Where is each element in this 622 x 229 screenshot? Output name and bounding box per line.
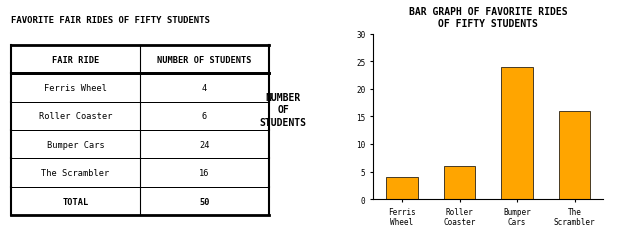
Text: BAR GRAPH OF FAVORITE RIDES
OF FIFTY STUDENTS: BAR GRAPH OF FAVORITE RIDES OF FIFTY STU… <box>409 7 568 29</box>
Bar <box>386 177 418 199</box>
Text: Bumper Cars: Bumper Cars <box>47 140 104 149</box>
Bar <box>559 111 590 199</box>
Text: The Scrambler: The Scrambler <box>42 168 109 177</box>
Text: 50: 50 <box>199 197 210 206</box>
Text: NUMBER
OF
STUDENTS: NUMBER OF STUDENTS <box>259 93 307 127</box>
Text: Ferris Wheel: Ferris Wheel <box>44 84 107 93</box>
Text: TOTAL: TOTAL <box>62 197 89 206</box>
Text: FAIR RIDE: FAIR RIDE <box>52 55 99 64</box>
Text: Roller Coaster: Roller Coaster <box>39 112 113 121</box>
Text: 4: 4 <box>202 84 207 93</box>
Bar <box>443 166 475 199</box>
Text: 24: 24 <box>199 140 210 149</box>
Text: 16: 16 <box>199 168 210 177</box>
Text: 6: 6 <box>202 112 207 121</box>
Text: FAVORITE FAIR RIDES OF FIFTY STUDENTS: FAVORITE FAIR RIDES OF FIFTY STUDENTS <box>11 16 210 25</box>
Text: NUMBER OF STUDENTS: NUMBER OF STUDENTS <box>157 55 251 64</box>
Bar <box>501 67 533 199</box>
